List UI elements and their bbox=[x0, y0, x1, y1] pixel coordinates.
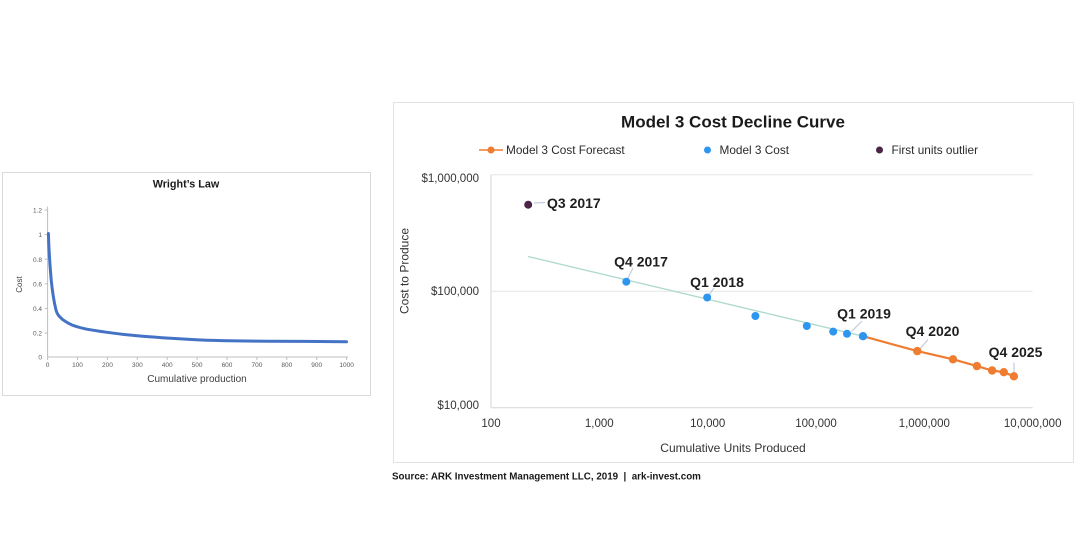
svg-text:900: 900 bbox=[311, 362, 322, 369]
svg-text:0: 0 bbox=[46, 362, 50, 369]
svg-text:0.2: 0.2 bbox=[33, 331, 42, 338]
svg-text:Model 3 Cost Forecast: Model 3 Cost Forecast bbox=[506, 143, 625, 157]
svg-text:800: 800 bbox=[281, 362, 292, 369]
svg-text:Wright’s Law: Wright’s Law bbox=[153, 179, 220, 191]
svg-text:Cumulative Units Produced: Cumulative Units Produced bbox=[660, 441, 805, 455]
svg-text:Cost: Cost bbox=[15, 276, 24, 293]
svg-text:Q4 2017: Q4 2017 bbox=[614, 254, 668, 270]
svg-text:0.4: 0.4 bbox=[33, 306, 42, 313]
svg-text:0.8: 0.8 bbox=[33, 257, 42, 264]
svg-text:0.6: 0.6 bbox=[33, 281, 42, 288]
svg-text:Q4 2020: Q4 2020 bbox=[906, 323, 960, 339]
svg-text:100: 100 bbox=[72, 362, 83, 369]
svg-text:200: 200 bbox=[102, 362, 113, 369]
svg-text:$100,000: $100,000 bbox=[431, 286, 479, 298]
svg-text:1.2: 1.2 bbox=[33, 208, 42, 215]
svg-text:First units outlier: First units outlier bbox=[892, 143, 979, 157]
svg-text:500: 500 bbox=[192, 362, 203, 369]
svg-text:Source: ARK Investment Managem: Source: ARK Investment Management LLC, 2… bbox=[392, 472, 701, 483]
svg-text:Cost to Produce: Cost to Produce bbox=[398, 228, 412, 314]
svg-text:Q3 2017: Q3 2017 bbox=[547, 195, 601, 211]
svg-text:Model 3 Cost Decline Curve: Model 3 Cost Decline Curve bbox=[621, 113, 845, 132]
svg-text:10,000: 10,000 bbox=[690, 418, 725, 430]
svg-text:600: 600 bbox=[222, 362, 233, 369]
svg-text:100: 100 bbox=[481, 418, 500, 430]
svg-text:1: 1 bbox=[38, 232, 42, 239]
svg-text:1,000: 1,000 bbox=[585, 418, 614, 430]
svg-text:0: 0 bbox=[38, 355, 42, 362]
svg-text:Q4 2025: Q4 2025 bbox=[989, 344, 1043, 360]
svg-text:100,000: 100,000 bbox=[795, 418, 837, 430]
svg-text:$10,000: $10,000 bbox=[437, 400, 479, 412]
svg-text:10,000,000: 10,000,000 bbox=[1004, 418, 1062, 430]
svg-text:700: 700 bbox=[251, 362, 262, 369]
svg-text:300: 300 bbox=[132, 362, 143, 369]
svg-text:Q1 2019: Q1 2019 bbox=[837, 306, 891, 322]
svg-text:Q1 2018: Q1 2018 bbox=[690, 274, 744, 290]
svg-text:1,000,000: 1,000,000 bbox=[899, 418, 950, 430]
svg-text:1000: 1000 bbox=[339, 362, 354, 369]
svg-text:Model 3 Cost: Model 3 Cost bbox=[720, 143, 790, 157]
svg-text:Cumulative production: Cumulative production bbox=[147, 374, 247, 385]
svg-text:400: 400 bbox=[162, 362, 173, 369]
svg-text:$1,000,000: $1,000,000 bbox=[421, 173, 479, 185]
